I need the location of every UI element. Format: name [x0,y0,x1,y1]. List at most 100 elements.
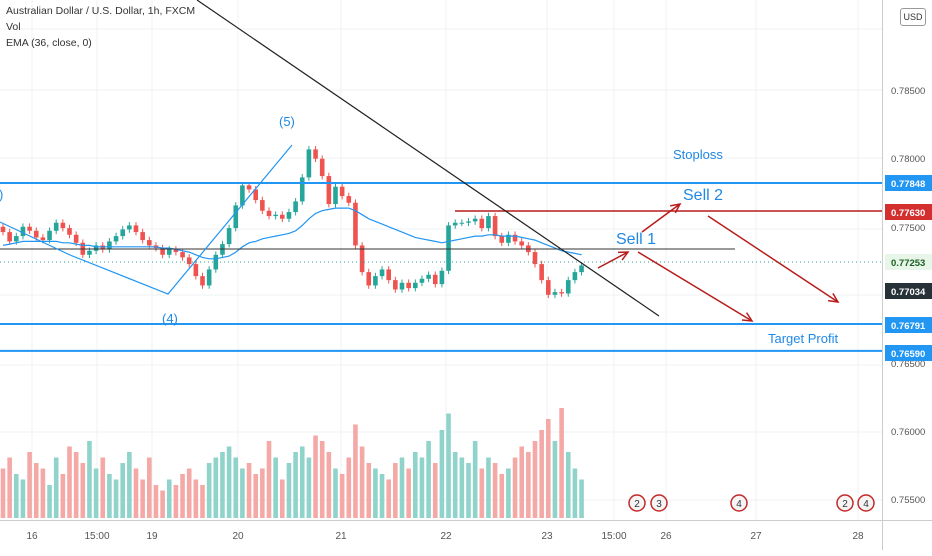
economic-event-marker[interactable]: 4 [857,494,875,512]
volume-bar [120,463,125,518]
candle-body [233,205,239,229]
candle-body [67,228,72,235]
economic-event-marker[interactable]: 4 [730,494,748,512]
candle-body [173,249,179,253]
volume-bar [206,463,212,518]
price-tick: 0.78500 [891,86,925,97]
candle-body [426,274,431,279]
economic-event-marker[interactable]: 3 [650,494,668,512]
volume-bar [386,479,391,518]
descending-trendline [196,0,660,317]
volume-bar [486,457,491,518]
volume-bar [113,479,119,518]
price-label-value: 0.77034 [891,287,926,298]
economic-event-marker[interactable]: 2 [836,494,854,512]
volume-bar [565,452,571,518]
time-tick: 27 [750,531,762,542]
time-scale[interactable]: 16 15:00 19 20 21 22 23 15:00 26 27 28 [0,520,882,550]
sell2-label: Sell 2 [683,187,723,204]
time-tick: 15:00 [601,531,626,542]
chart-pane[interactable]: Stoploss Sell 2 Sell 1 Target Profit (4) (5))… [0,0,882,520]
time-tick: 16 [26,531,38,542]
volume-bar [87,441,92,518]
volume-bar [519,446,524,518]
candle-body [266,210,272,217]
chart-canvas[interactable]: Stoploss Sell 2 Sell 1 Target Profit (4) (5))… [0,0,882,520]
candle-body [399,282,405,290]
ema-indicator-label[interactable]: EMA (36, close, 0) [6,37,92,49]
volume-bar [406,468,411,518]
candle-body [313,149,318,159]
event-count: 3 [656,499,662,510]
target-profit-label: Target Profit [768,331,838,346]
volume-bar [506,468,511,518]
price-label-tag: 0.76791 [885,317,932,333]
candle-body [319,158,325,177]
candle-body [432,274,438,285]
arrow-shaft [597,251,629,269]
candle-body [373,276,378,286]
volume-bar [186,468,192,518]
time-tick: 26 [660,531,672,542]
candle-body [160,248,165,255]
arrow-head [617,251,630,261]
candle-body [413,282,418,289]
volume-bar [233,457,239,518]
candle-body [240,185,245,206]
volume-bar [393,463,398,518]
volume-bar [67,446,72,518]
volume-bar [326,452,332,518]
price-label-bg [885,345,932,361]
volume-bar [47,485,52,518]
volume-bar [366,463,372,518]
candle-body [326,176,332,205]
price-tick: 0.76500 [891,359,925,370]
candle-body [472,218,478,222]
time-tick: 23 [541,531,553,542]
volume-bar [200,485,205,518]
price-tick: 0.78000 [891,154,925,165]
candle-body [479,218,485,229]
price-scale[interactable]: 0.775000.770000.765000.760000.755000.785… [882,0,932,520]
candle-body [486,216,491,229]
candle-body [506,234,511,243]
volume-bar [213,457,219,518]
volume-bar [373,468,378,518]
candle-body [299,177,305,202]
volume-bar [539,430,544,518]
volume-bar [379,474,385,518]
time-scale-canvas: 16 15:00 19 20 21 22 23 15:00 26 27 28 [26,531,864,542]
currency-button[interactable]: USD [900,8,926,26]
price-label-value: 0.76590 [891,349,925,360]
candle-body [273,214,278,217]
volume-bar [526,452,531,518]
volume-bar [153,485,159,518]
sell1-target-arrow [637,251,754,322]
volume-bar [446,413,451,518]
candle-body [166,249,172,255]
volume-indicator-label[interactable]: Vol [6,21,21,33]
candle-body [386,269,391,281]
volume-bar [466,463,471,518]
event-flag-icon [650,494,668,512]
volume-bar [339,474,345,518]
candle-body [140,232,145,241]
arrow-head [827,293,840,303]
volume-bar [53,457,59,518]
economic-event-marker[interactable]: 2 [628,494,646,512]
candle-body [579,265,584,273]
candle-body [499,236,505,243]
volume-bar [280,479,285,518]
price-label-bg [885,283,932,299]
stoploss-label: Stoploss [673,147,723,162]
price-scale-canvas: 0.775000.770000.765000.760000.755000.785… [885,86,932,506]
volume-bar [160,490,165,518]
volume-bar [359,446,365,518]
candle-body [546,280,551,295]
wave-5-label: (5) [279,114,295,129]
candle-body [539,264,544,281]
volume-bar [7,457,12,518]
wave-label-partial: ) [0,187,3,202]
arrow-shaft [637,251,753,322]
volume-bar [93,468,99,518]
